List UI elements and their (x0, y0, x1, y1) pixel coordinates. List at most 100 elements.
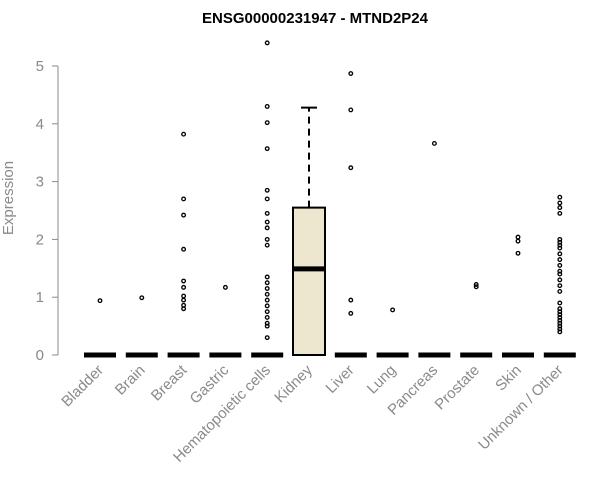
x-tick-label: Liver (323, 362, 358, 397)
outlier-point (557, 210, 563, 216)
y-tick-label: 3 (36, 174, 44, 191)
outlier-point (181, 196, 187, 202)
y-tick-label: 1 (36, 289, 44, 306)
outlier-point (139, 295, 145, 301)
outlier-point (264, 236, 270, 242)
outlier-point (557, 239, 563, 245)
x-tick-label: Bladder (58, 362, 107, 411)
outlier-point (181, 284, 187, 290)
outlier-point (264, 196, 270, 202)
box-group (460, 282, 493, 358)
outlier-point (264, 291, 270, 297)
outlier-point (348, 297, 354, 303)
box-group (334, 71, 367, 358)
outlier-point (264, 146, 270, 152)
outlier-point (348, 71, 354, 76)
box-group (376, 307, 409, 358)
y-axis-label: Expression (0, 161, 17, 235)
outlier-point (557, 236, 563, 242)
outlier-point (264, 225, 270, 231)
outlier-point (557, 326, 563, 332)
outlier-point (264, 40, 270, 46)
outlier-point (557, 262, 563, 268)
outlier-point (557, 320, 563, 326)
outlier-point (264, 297, 270, 303)
outlier-point (348, 310, 354, 316)
outlier-point (264, 210, 270, 216)
outlier-point (264, 286, 270, 291)
outlier-point (431, 141, 437, 146)
y-tick-label: 2 (36, 231, 44, 248)
box-group (251, 40, 284, 358)
outlier-point (557, 277, 563, 283)
outlier-point (557, 268, 563, 274)
outlier-point (181, 212, 187, 218)
outlier-point (97, 298, 103, 304)
outlier-point (515, 238, 521, 244)
outlier-point (264, 120, 270, 126)
outlier-point (557, 200, 563, 206)
outlier-point (557, 300, 563, 306)
outlier-point (557, 309, 563, 315)
outlier-point (264, 274, 270, 280)
outlier-point (264, 187, 270, 193)
x-tick-label: Prostate (431, 362, 483, 414)
outlier-point (264, 323, 270, 329)
outlier-point (557, 323, 563, 329)
box-group (502, 234, 534, 358)
box-group (418, 141, 451, 358)
outlier-point (557, 251, 563, 257)
outlier-point (181, 297, 187, 303)
outlier-point (557, 306, 563, 312)
chart-title: ENSG00000231947 - MTND2P24 (202, 10, 429, 27)
outlier-point (264, 280, 270, 286)
box-group (125, 295, 158, 358)
outlier-point (557, 194, 563, 200)
box-group (292, 106, 326, 356)
outlier-point (515, 250, 521, 256)
y-tick-label: 5 (36, 58, 44, 75)
outlier-point (557, 257, 563, 263)
outlier-point (181, 246, 187, 252)
outlier-point (557, 205, 563, 211)
x-tick-label: Kidney (271, 361, 316, 406)
outlier-point (557, 288, 563, 294)
outlier-point (181, 302, 187, 308)
outlier-point (181, 293, 187, 299)
outlier-point (264, 104, 270, 109)
outlier-point (181, 278, 187, 284)
box-group (209, 284, 242, 358)
x-tick-label: Brain (112, 362, 149, 399)
outlier-point (264, 303, 270, 309)
y-axis: 0 1 2 3 4 5 (36, 58, 59, 364)
outlier-point (557, 314, 563, 320)
outlier-point (348, 165, 354, 171)
outlier-point (557, 271, 563, 277)
y-tick-label: 0 (36, 347, 44, 364)
outlier-point (264, 219, 270, 225)
box-group (543, 194, 576, 358)
outlier-point (557, 283, 563, 289)
outlier-point (557, 245, 563, 251)
outlier-point (557, 312, 563, 317)
y-tick-label: 4 (36, 116, 44, 133)
outlier-point (390, 307, 396, 313)
x-tick-label: Skin (492, 362, 525, 395)
outlier-point (222, 284, 228, 290)
outlier-point (181, 131, 187, 137)
box-group (84, 298, 116, 358)
outlier-point (264, 314, 270, 320)
plot-area (84, 40, 576, 358)
box-group (167, 131, 200, 358)
outlier-point (264, 320, 270, 326)
outlier-point (264, 335, 270, 341)
outlier-point (557, 242, 563, 248)
outlier-point (348, 107, 354, 113)
outlier-point (557, 329, 563, 335)
x-tick-label: Lung (364, 362, 400, 398)
box-rect (292, 206, 326, 356)
outlier-point (473, 284, 479, 290)
outlier-point (473, 282, 479, 287)
